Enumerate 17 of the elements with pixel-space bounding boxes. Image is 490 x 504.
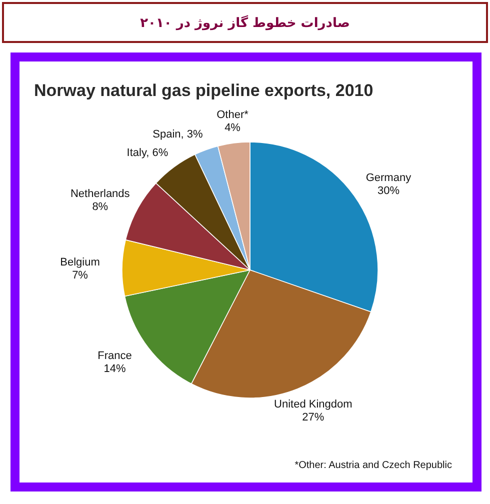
slice-label: Germany bbox=[366, 172, 412, 184]
data-label: 8% bbox=[92, 201, 108, 214]
chart-title: صادرات خطوط گاز نروژ در ۲۰۱۰ bbox=[140, 15, 350, 31]
text: *Other: Austria and Czech Republic bbox=[294, 460, 452, 471]
data-label: 4% bbox=[224, 122, 241, 134]
slice-label: Netherlands bbox=[70, 188, 130, 200]
data-label: 30% bbox=[377, 184, 400, 197]
slice-label: United Kingdom bbox=[274, 398, 352, 410]
slice-label: Other* bbox=[216, 109, 250, 122]
data-label: 14% bbox=[104, 362, 126, 375]
chart-subtitle: Norway natural gas pipeline exports, 2010 bbox=[34, 81, 374, 100]
slice-label: France bbox=[98, 350, 132, 362]
data-label: 27% bbox=[302, 411, 324, 424]
slice-label: Italy, 6% bbox=[126, 146, 168, 159]
data-label: 7% bbox=[72, 270, 88, 282]
slice-label: Belgium bbox=[60, 256, 100, 269]
slice-label: Spain, 3% bbox=[152, 128, 204, 140]
